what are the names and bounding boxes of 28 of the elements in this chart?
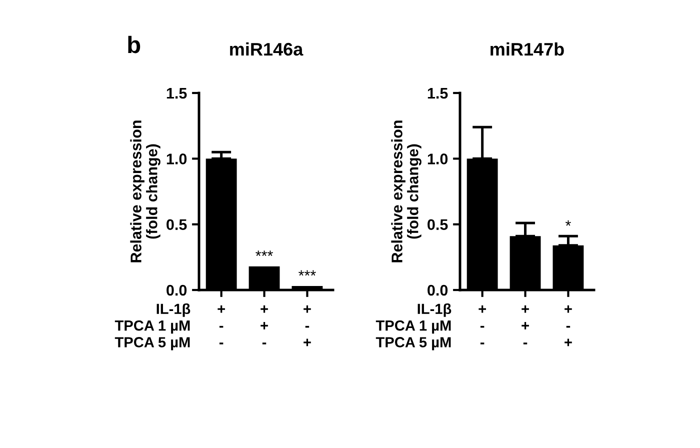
y-tick-label: 1.0 xyxy=(428,154,448,164)
x-tick-label: + - + xyxy=(564,305,572,346)
y-tick-label: 1.5 xyxy=(166,88,187,99)
x-tick-label: + + - xyxy=(522,305,529,344)
y-tick-label: 0.0 xyxy=(428,284,448,296)
text: TPCA 1 µM xyxy=(114,320,190,334)
x-tick-label: + - + xyxy=(304,305,311,346)
x-tick-label: + - - xyxy=(478,305,486,344)
y-axis-title: Relative expression (fold change) xyxy=(391,120,422,262)
text: b xyxy=(128,36,140,54)
chart-title: miR147b xyxy=(490,42,564,56)
annotation: * xyxy=(566,220,571,226)
y-tick-label: 1.0 xyxy=(166,154,187,164)
x-tick-label: + - - xyxy=(218,305,225,344)
text: IL-1β xyxy=(156,303,190,317)
text: TPCA 1 µM xyxy=(376,320,451,334)
x-tick-label: + + - xyxy=(260,305,268,344)
annotation: *** xyxy=(256,250,273,256)
y-tick-label: 0.5 xyxy=(166,219,187,230)
y-tick-label: 0.0 xyxy=(166,284,187,296)
annotation: *** xyxy=(298,270,316,276)
y-tick-label: 0.5 xyxy=(428,219,448,230)
chart-title: miR146a xyxy=(230,42,304,56)
text: TPCA 5 µM xyxy=(114,337,190,350)
y-axis-title: Relative expression (fold change) xyxy=(130,120,160,262)
text: IL-1β xyxy=(418,303,452,317)
y-tick-label: 1.5 xyxy=(428,88,448,99)
text: TPCA 5 µM xyxy=(376,337,451,350)
